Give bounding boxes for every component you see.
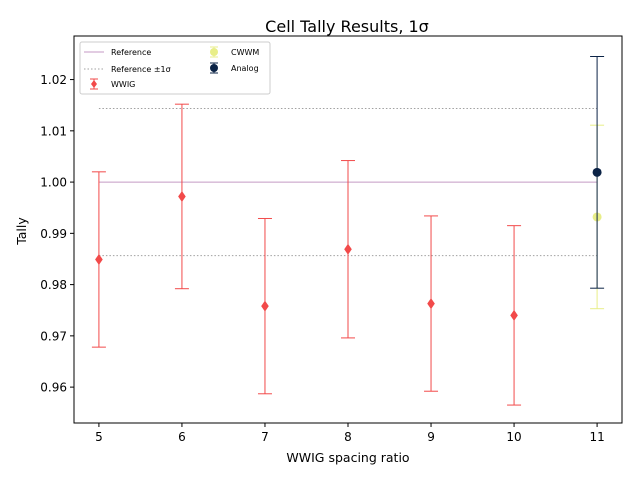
x-tick-label-0: 5	[95, 430, 103, 444]
wwig-point-5	[510, 309, 518, 321]
wwig-point-4	[427, 298, 435, 310]
legend: Reference Reference ±1σ WWIG CWWM Analog	[79, 41, 271, 95]
wwig-point-2	[261, 300, 269, 312]
chart-title: Cell Tally Results, 1σ	[265, 17, 429, 36]
legend-reference-band-label: Reference ±1σ	[111, 65, 171, 74]
wwig-point-1	[178, 190, 186, 202]
legend-wwig-label: WWIG	[111, 80, 135, 89]
y-tick-label-6: 1.02	[40, 73, 67, 87]
x-axis-label: WWIG spacing ratio	[286, 450, 409, 465]
plot-area	[91, 56, 605, 406]
y-tick-label-0: 0.96	[40, 381, 67, 395]
x-tick-label-4: 9	[427, 430, 435, 444]
wwig-point-3	[344, 243, 352, 255]
x-tick-label-1: 6	[178, 430, 186, 444]
analog-point-0	[592, 167, 602, 177]
x-tick-label-6: 11	[589, 430, 604, 444]
y-tick-label-3: 0.99	[40, 227, 67, 241]
legend-reference-label: Reference	[111, 48, 151, 57]
wwig-point-0	[95, 253, 103, 265]
legend-analog-label: Analog	[231, 64, 259, 73]
legend-box	[79, 41, 271, 95]
x-tick-label-3: 8	[344, 430, 352, 444]
y-tick-label-5: 1.01	[40, 124, 67, 138]
y-tick-label-1: 0.97	[40, 329, 67, 343]
legend-analog-marker	[210, 64, 218, 72]
x-tick-label-2: 7	[261, 430, 269, 444]
x-tick-label-5: 10	[506, 430, 521, 444]
legend-wwig-marker	[91, 80, 97, 88]
legend-cwwm-marker	[210, 48, 218, 56]
y-axis-label: Tally	[14, 217, 29, 246]
axes: 5 6 7 8 9 10 11 0.96 0.97 0.98 0.99 1.00 1.01 1.02	[40, 35, 623, 444]
y-tick-label-2: 0.98	[40, 278, 67, 292]
y-tick-label-4: 1.00	[40, 176, 67, 190]
legend-cwwm-label: CWWM	[231, 48, 259, 57]
